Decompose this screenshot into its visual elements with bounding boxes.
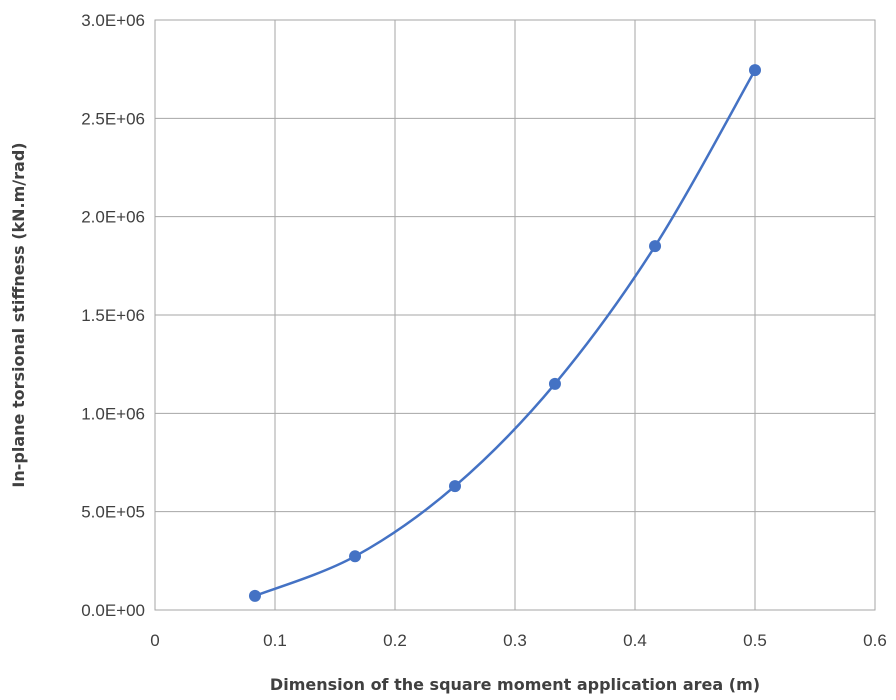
y-tick-label: 2.0E+06: [81, 208, 145, 227]
data-point: [548, 377, 561, 390]
data-point: [649, 240, 662, 253]
x-tick-label: 0.4: [623, 631, 647, 650]
x-tick-label: 0: [150, 631, 159, 650]
y-tick-label: 1.0E+06: [81, 404, 145, 423]
y-tick-label: 1.5E+06: [81, 306, 145, 325]
data-point: [749, 64, 761, 77]
y-tick-label: 2.5E+06: [81, 109, 145, 128]
y-tick-label: 0.0E+00: [81, 601, 145, 620]
data-point: [349, 550, 362, 563]
y-tick-label: 5.0E+05: [81, 503, 145, 522]
x-tick-label: 0.6: [863, 631, 887, 650]
y-axis-title: In-plane torsional stiffness (kN.m/rad): [9, 142, 28, 487]
y-tick-labels: 0.0E+00 5.0E+05 1.0E+06 1.5E+06 2.0E+06 2.5E+…: [81, 11, 145, 620]
y-tick-label: 3.0E+06: [81, 11, 145, 30]
x-tick-label: 0.1: [263, 631, 287, 650]
x-tick-label: 0.3: [503, 631, 527, 650]
series-line: [254, 69, 757, 598]
data-point: [449, 480, 461, 493]
x-tick-label: 0.2: [383, 631, 407, 650]
x-tick-label: 0.5: [743, 631, 767, 650]
data-points: [248, 64, 761, 602]
x-axis-title: Dimension of the square moment applicati…: [270, 675, 760, 694]
plot-area: [154, 19, 876, 611]
data-point: [248, 589, 261, 602]
grid-lines: [154, 19, 876, 611]
x-tick-labels: 0 0.1 0.2 0.3 0.4 0.5 0.6: [150, 631, 887, 650]
